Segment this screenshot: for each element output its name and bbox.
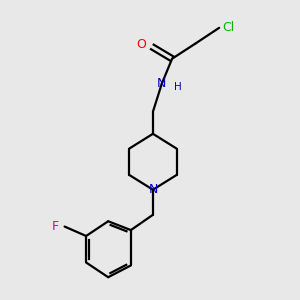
Text: Cl: Cl: [223, 21, 235, 34]
Text: H: H: [174, 82, 182, 92]
Text: O: O: [136, 38, 146, 51]
Text: F: F: [52, 220, 59, 233]
Text: N: N: [148, 183, 158, 196]
Text: N: N: [157, 77, 167, 90]
